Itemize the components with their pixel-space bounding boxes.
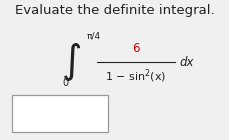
Text: 1 $-$ sin$^2$(x): 1 $-$ sin$^2$(x)	[105, 67, 166, 85]
Text: Evaluate the definite integral.: Evaluate the definite integral.	[15, 4, 214, 17]
Text: 0: 0	[62, 78, 68, 88]
Text: π/4: π/4	[86, 32, 100, 41]
Text: dx: dx	[179, 56, 193, 69]
Text: 6: 6	[131, 42, 139, 55]
Bar	[11, 95, 108, 132]
Text: $\int$: $\int$	[61, 41, 81, 83]
